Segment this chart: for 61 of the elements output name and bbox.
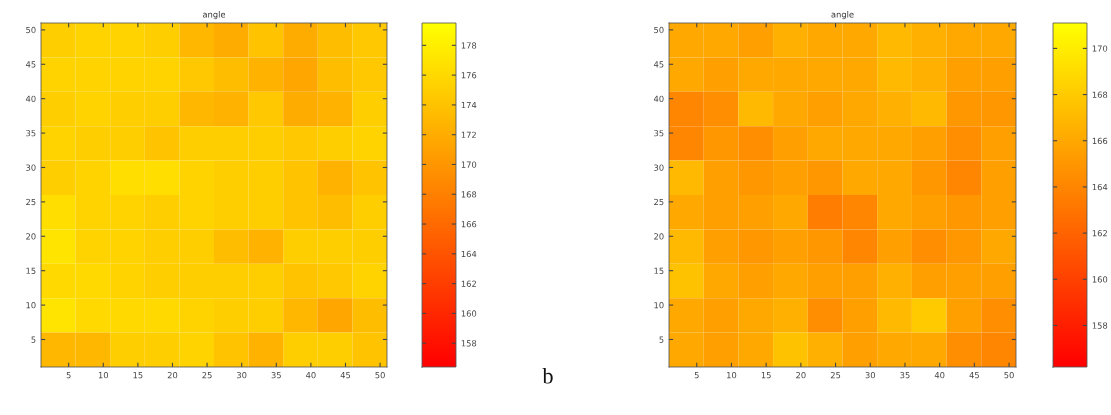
y-tick-label: 10 [654, 302, 664, 309]
chart-title: angle [202, 11, 226, 20]
color-bar-label: 172 [461, 131, 476, 138]
y-tick-label: 20 [26, 233, 36, 240]
color-bar-label: 170 [1092, 45, 1108, 52]
x-tick-label: 20 [167, 372, 178, 379]
color-bar-label: 174 [461, 102, 477, 109]
color-bar-label: 176 [461, 72, 477, 79]
y-tick-label: 40 [653, 95, 664, 102]
x-tick-label: 15 [133, 372, 143, 379]
color-bar-label: 168 [461, 191, 477, 198]
y-tick-label: 45 [653, 61, 664, 68]
x-tick-label: 5 [66, 372, 71, 379]
color-bar-label: 158 [461, 340, 477, 347]
y-tick-label: 15 [26, 267, 36, 274]
y-tick-label: 5 [31, 336, 36, 343]
chart-title: angle [831, 11, 854, 20]
x-tick-label: 40 [934, 372, 945, 379]
x-tick-label: 35 [900, 372, 910, 379]
color-bar-label: 158 [1092, 322, 1108, 329]
color-bar-label: 160 [1092, 276, 1108, 283]
x-tick-label: 45 [340, 372, 351, 379]
color-bar-label: 160 [461, 310, 477, 317]
x-tick-label: 30 [865, 372, 876, 379]
color-bar-label: 164 [461, 250, 477, 258]
x-tick-label: 40 [305, 372, 316, 379]
color-bar-label: 166 [1092, 137, 1108, 145]
x-tick-label: 10 [727, 372, 737, 379]
y-tick-label: 40 [25, 95, 36, 102]
color-bar-label: 162 [1092, 230, 1107, 237]
color-bar-label: 170 [461, 161, 477, 168]
y-tick-label: 50 [654, 26, 664, 34]
y-tick-label: 30 [654, 164, 664, 171]
x-tick-label: 20 [796, 372, 806, 379]
y-tick-label: 30 [26, 164, 36, 171]
x-tick-label: 30 [237, 372, 247, 379]
color-bar-label: 162 [461, 280, 476, 287]
x-tick-label: 25 [202, 372, 212, 379]
color-bar-label: 178 [461, 42, 477, 49]
text: b [542, 367, 553, 384]
x-tick-label: 10 [98, 372, 109, 379]
x-tick-label: 50 [375, 372, 385, 379]
y-tick-label: 35 [26, 130, 36, 137]
x-tick-label: 25 [830, 372, 841, 379]
y-tick-label: 35 [654, 130, 664, 137]
x-tick-label: 35 [271, 372, 281, 379]
x-tick-label: 50 [1004, 372, 1014, 379]
color-bar-label: 168 [1092, 91, 1108, 98]
y-tick-label: 25 [654, 198, 664, 206]
y-tick-label: 20 [654, 233, 664, 240]
y-tick-label: 10 [26, 302, 36, 309]
color-bar-label: 166 [461, 221, 477, 228]
y-tick-label: 5 [659, 336, 664, 343]
y-tick-label: 45 [25, 61, 36, 68]
x-tick-label: 5 [694, 372, 699, 379]
y-tick-label: 15 [654, 267, 664, 274]
y-tick-label: 25 [26, 198, 36, 206]
x-tick-label: 15 [761, 372, 771, 379]
color-bar-label: 164 [1092, 183, 1108, 191]
x-tick-label: 45 [969, 372, 979, 379]
y-tick-label: 50 [26, 26, 36, 34]
